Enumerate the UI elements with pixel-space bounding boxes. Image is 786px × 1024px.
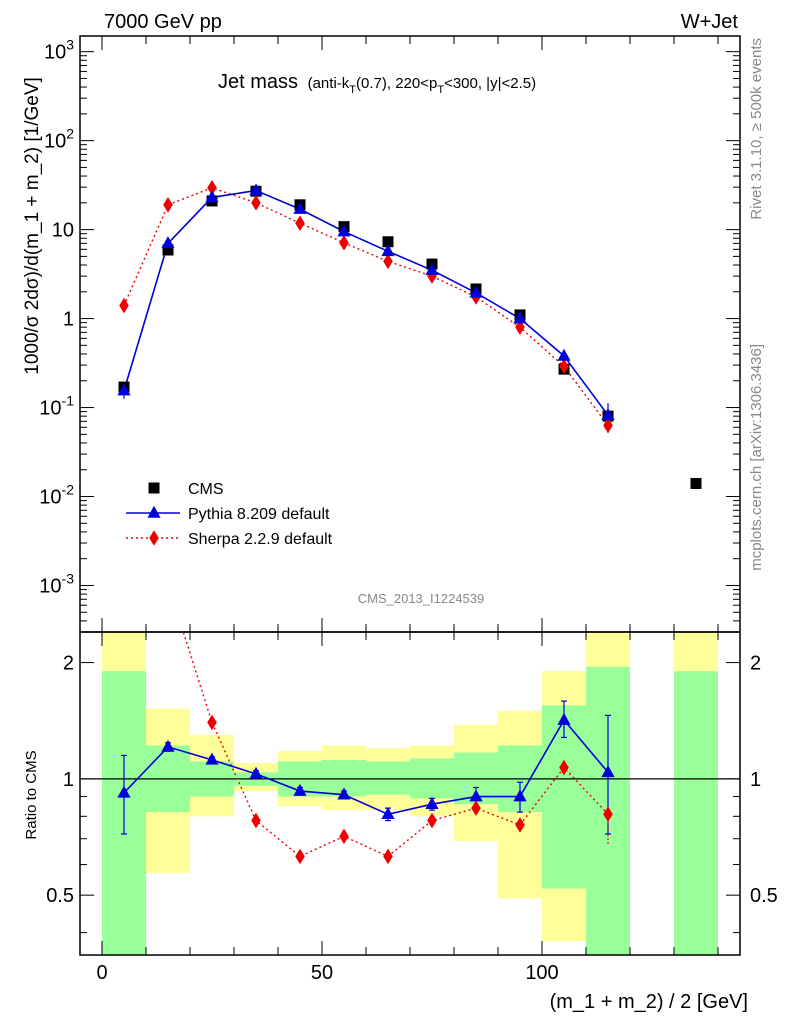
main-title-text: Jet mass [218,71,298,93]
main-sherpa-point [515,319,525,335]
ratio-pythia-point [469,789,483,802]
main-pythia-point [249,183,263,196]
ratio-pythia-point [425,796,439,809]
ratio-ytick-label-left-1: 1 [63,769,74,791]
x-tick-label-100: 100 [525,962,558,984]
legend-label-cms: CMS [188,481,224,498]
ratio-sherpa-point [559,759,569,776]
main-sherpa-point [207,180,217,196]
legend-marker-sherpa [149,530,159,546]
main-sherpa-point [295,215,305,232]
main-pythia-point [601,408,615,421]
main-y-axis-label: 1000/σ 2dσ)/d(m_1 + m_2) [1/GeV] [22,77,43,375]
ratio-sherpa-point [471,800,481,816]
main-ytick-label-0.1: 10-1 [39,393,74,420]
ratio-ytick-label-right-1: 1 [750,769,761,791]
main-ytick-label-1000: 103 [44,37,74,64]
ratio-sherpa-point [251,812,261,829]
main-pythia-point [293,201,307,214]
main-pythia-point [205,190,219,203]
ratio-sherpa-point [383,848,393,865]
title-detail-sub1: T [349,84,356,96]
main-pythia-point [557,348,571,361]
main-ytick-label-100: 102 [44,126,74,153]
header-right: W+Jet [681,11,739,33]
main-sherpa-point [559,358,569,375]
ratio-pythia-point [381,807,395,820]
main-sherpa-line [123,187,609,426]
title-detail-suffix: <300, |y|<2.5) [444,75,536,92]
header-left: 7000 GeV pp [104,11,222,33]
ratio-sherpa-point [295,848,305,865]
ratio-sherpa-point [207,714,217,731]
main-sherpa-point [163,197,173,213]
ratio-ytick-label-left-0.5: 0.5 [46,885,74,907]
main-cms-point [382,236,394,248]
legend-marker-pythia [147,505,161,518]
legend-marker-cms [148,482,160,494]
main-ytick-label-10: 10 [52,220,74,242]
main-pythia-line [123,189,609,416]
legend-label-pythia: Pythia 8.209 default [188,506,330,523]
ratio-pythia-point [513,789,527,802]
title-detail-mid: (0.7), 220<p [356,75,437,92]
ratio-pythia-point [337,787,351,800]
ratio-sherpa-point [603,806,613,823]
ratio-pythia-point [249,766,263,779]
main-sherpa-point [119,297,129,314]
ratio-band-green-12 [674,671,718,955]
x-axis-label: (m_1 + m_2) / 2 [GeV] [550,991,748,1013]
ratio-pythia-point [557,712,571,725]
title-detail-prefix: (anti-k [308,75,350,92]
main-sherpa-point [383,253,393,270]
title-detail-sub2: T [437,84,444,96]
main-pythia-point [161,236,175,249]
ratio-ytick-label-right-0.5: 0.5 [750,885,778,907]
main-pythia-point [513,311,527,324]
x-tick-label-0: 0 [96,962,107,984]
main-sherpa-point [251,195,261,211]
ratio-sherpa-point [339,828,349,845]
main-ytick-label-1: 1 [63,309,74,331]
main-cms-point [162,244,174,256]
ratio-pythia-point [161,739,175,752]
legend-label-sherpa: Sherpa 2.2.9 default [188,531,333,548]
main-sherpa-point [339,235,349,251]
watermark: CMS_2013_I1224539 [358,591,485,606]
ratio-pythia-point [293,783,307,796]
main-cms-point [690,478,702,490]
ratio-ytick-label-left-2: 2 [63,653,74,675]
dynamic-marks: 0 50 100 10-3 10-2 10-1 1 10 102 103 0.5 0.5 1 1 2 2 [39,35,778,984]
mcplots-label: mcplots.cern.ch [arXiv:1306.3436] [748,344,765,571]
x-tick-label-50: 50 [311,962,333,984]
main-sherpa-point [603,417,613,434]
ratio-sherpa-line [182,632,609,858]
main-pythia-point [469,285,483,298]
main-pythia-point [337,224,351,237]
ratio-ytick-label-right-2: 2 [750,653,761,675]
ratio-pythia-line [123,718,609,816]
ratio-pythia-point [601,765,615,778]
ratio-pythia-point [205,752,219,765]
main-pythia-point [425,262,439,275]
rivet-label: Rivet 3.1.10, ≥ 500k events [748,38,765,220]
main-pythia-point [117,383,131,396]
main-pythia-point [381,244,395,257]
ratio-sherpa-point [427,812,437,829]
main-ytick-label-0.001: 10-3 [39,570,74,597]
main-title: Jet mass (anti-kT(0.7), 220<pT<300, |y|<… [218,71,536,96]
main-ytick-label-0.01: 10-2 [39,482,74,509]
ratio-y-axis-label: Ratio to CMS [23,750,40,839]
ratio-sherpa-point [515,817,525,833]
ratio-band-green-6 [366,761,410,795]
main-plot-frame [79,35,741,633]
ratio-pythia-point [117,785,131,798]
